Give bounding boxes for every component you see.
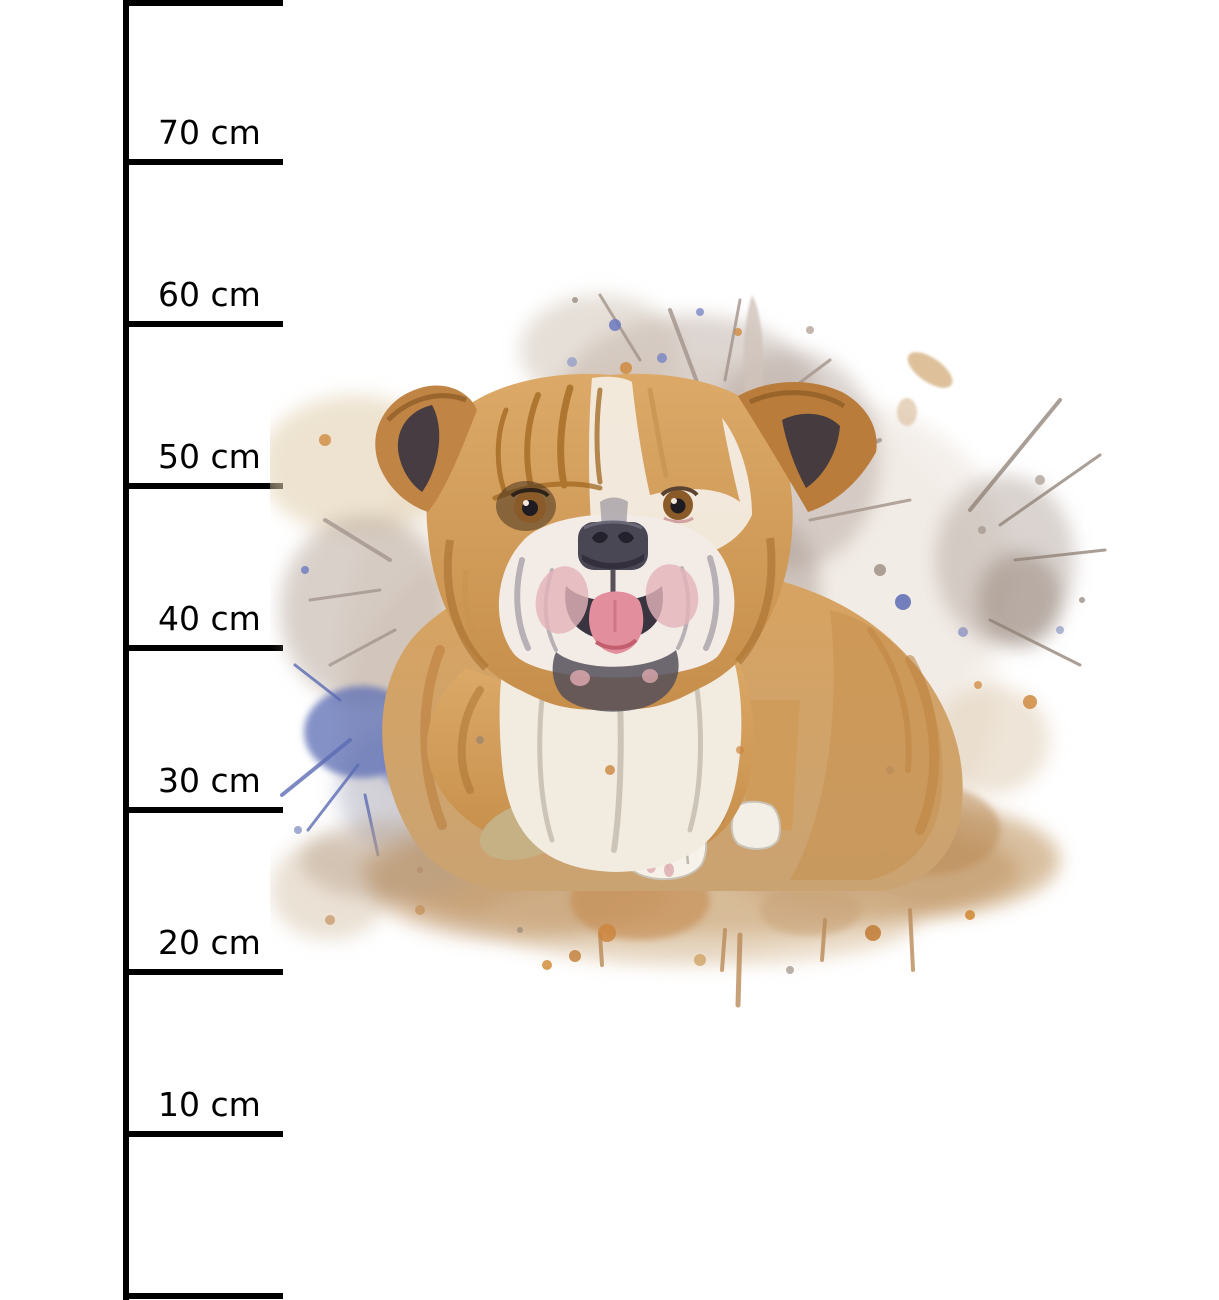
bulldog-nose xyxy=(578,520,648,592)
ruler-label-10: 10 cm xyxy=(158,1085,261,1124)
ruler-label-60: 60 cm xyxy=(158,275,261,314)
ruler-label-40: 40 cm xyxy=(158,599,261,638)
ruler-tick-80 xyxy=(123,0,283,6)
bulldog-rear-paw xyxy=(730,800,781,850)
bulldog-right-jowl xyxy=(645,564,699,628)
ruler-tick-40 xyxy=(123,645,283,651)
ruler-label-30: 30 cm xyxy=(158,761,261,800)
bulldog-right-eye xyxy=(660,486,699,524)
ruler-tick-30 xyxy=(123,807,283,813)
bulldog-left-ear xyxy=(375,385,477,512)
ruler-tick-10 xyxy=(123,1131,283,1137)
ruler-tick-20 xyxy=(123,969,283,975)
bulldog-left-eye xyxy=(510,488,550,523)
ruler-label-20: 20 cm xyxy=(158,923,261,962)
bulldog-rear-leg xyxy=(740,700,800,830)
ruler-tick-60 xyxy=(123,321,283,327)
ruler-label-50: 50 cm xyxy=(158,437,261,476)
bulldog xyxy=(375,373,963,891)
bulldog-chin xyxy=(552,650,679,712)
bulldog-haunch xyxy=(790,610,943,880)
bulldog-right-ear xyxy=(738,381,877,512)
bulldog-watercolor-artwork xyxy=(270,293,1107,1008)
bulldog-blaze xyxy=(589,376,752,560)
ruler-tick-70 xyxy=(123,159,283,165)
ruler-label-70: 70 cm xyxy=(158,113,261,152)
ruler-tick-0 xyxy=(123,1293,283,1299)
ruler-tick-50 xyxy=(123,483,283,489)
bulldog-left-jowl xyxy=(535,566,589,634)
right-splatter xyxy=(930,398,1107,795)
foreground-speckles xyxy=(476,736,894,775)
